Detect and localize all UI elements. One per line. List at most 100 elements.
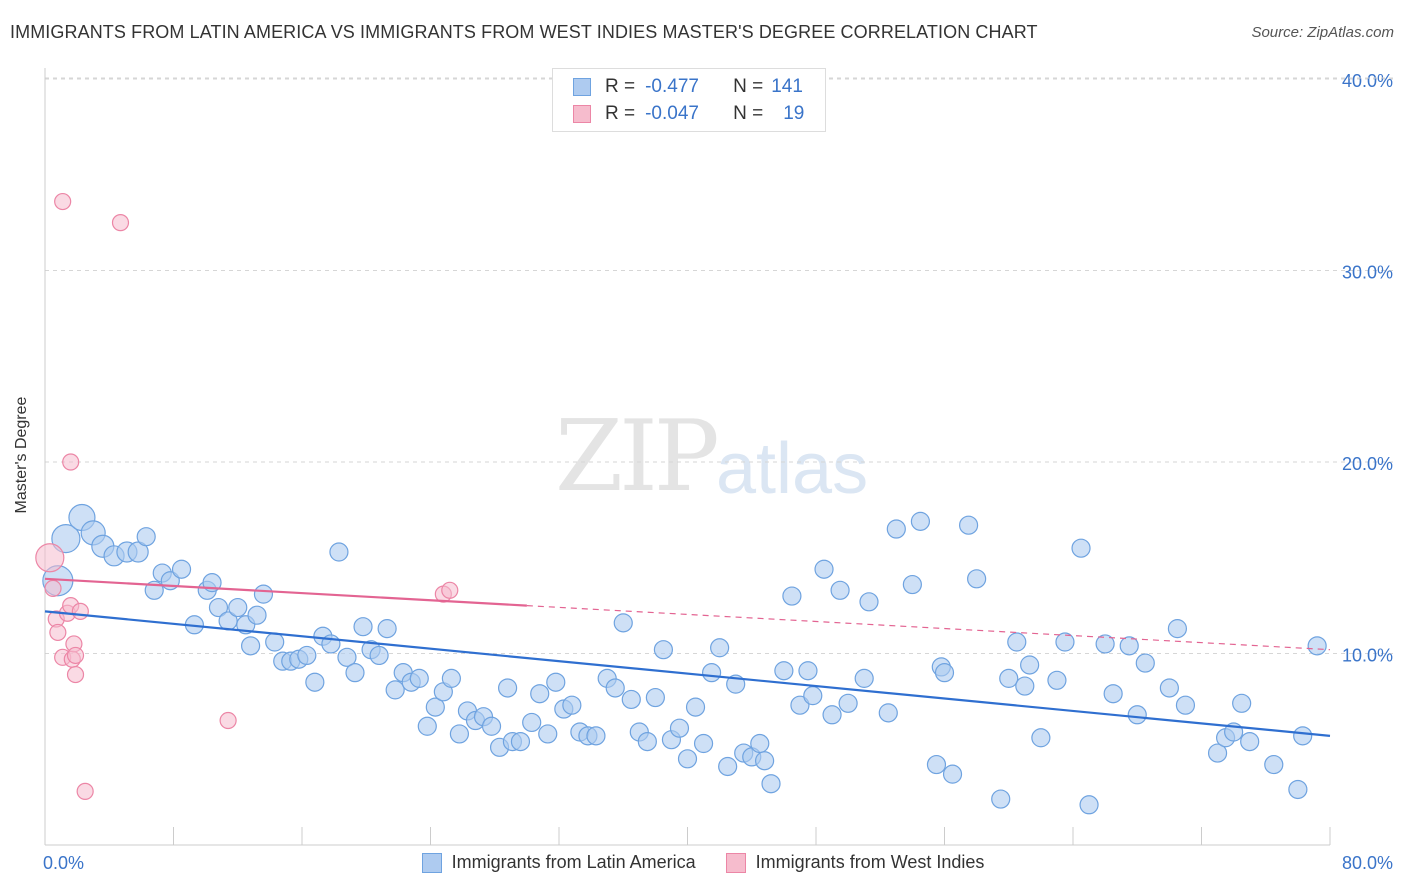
- point-west-indies: [62, 453, 80, 471]
- point-latin-america: [127, 541, 149, 563]
- legend-label-west-indies: Immigrants from West Indies: [755, 852, 985, 872]
- point-latin-america: [653, 640, 674, 660]
- point-latin-america: [685, 697, 706, 717]
- point-latin-america: [241, 636, 261, 656]
- source-label: Source: ZipAtlas.com: [1251, 24, 1394, 41]
- point-latin-america: [1015, 676, 1035, 696]
- point-latin-america: [859, 592, 879, 612]
- point-latin-america: [1307, 636, 1327, 656]
- pink-r-value: -0.047: [645, 103, 699, 124]
- r-label: R =: [605, 103, 636, 124]
- point-latin-america: [228, 597, 248, 618]
- point-west-indies: [49, 623, 67, 642]
- point-latin-america: [345, 663, 365, 683]
- point-west-indies: [441, 581, 459, 599]
- point-west-indies: [219, 711, 237, 730]
- chart-title: IMMIGRANTS FROM LATIN AMERICA VS IMMIGRA…: [10, 22, 1038, 42]
- trendline-west-indies: [44, 577, 527, 607]
- r-label: R =: [605, 76, 636, 97]
- n-label: N =: [733, 103, 764, 124]
- point-latin-america: [1079, 795, 1099, 815]
- point-latin-america: [999, 668, 1019, 688]
- point-latin-america: [605, 678, 625, 698]
- point-latin-america: [1175, 695, 1196, 715]
- point-latin-america: [750, 733, 770, 754]
- point-latin-america: [798, 661, 818, 681]
- pink-swatch: [573, 105, 591, 123]
- point-latin-america: [409, 668, 429, 688]
- point-latin-america: [51, 523, 81, 554]
- point-latin-america: [1007, 632, 1027, 652]
- point-latin-america: [1103, 684, 1123, 704]
- point-latin-america: [621, 689, 641, 710]
- point-latin-america: [1288, 779, 1308, 800]
- stats-legend: R = -0.477 N = 141 R = -0.047 N = 19: [552, 68, 826, 132]
- point-latin-america: [838, 693, 858, 713]
- point-latin-america: [718, 756, 738, 777]
- point-latin-america: [782, 586, 802, 606]
- point-latin-america: [498, 678, 518, 698]
- point-latin-america: [645, 687, 665, 708]
- point-latin-america: [1207, 743, 1228, 763]
- point-latin-america: [522, 712, 542, 733]
- point-latin-america: [613, 613, 633, 633]
- point-latin-america: [425, 697, 445, 717]
- point-west-indies: [44, 579, 62, 597]
- point-latin-america: [1159, 678, 1179, 698]
- pink-n-value: 19: [783, 103, 805, 124]
- x-tick-label: 80.0%: [1342, 853, 1393, 873]
- point-latin-america: [253, 584, 274, 604]
- point-latin-america: [546, 672, 566, 692]
- blue-swatch: [573, 78, 591, 96]
- point-west-indies: [35, 543, 65, 573]
- point-latin-america: [247, 605, 267, 625]
- point-latin-america: [958, 515, 979, 535]
- point-west-indies: [76, 782, 94, 800]
- point-latin-america: [886, 519, 906, 539]
- point-west-indies: [66, 665, 85, 684]
- point-latin-america: [1055, 632, 1075, 652]
- y-tick-label: 20.0%: [1342, 454, 1393, 474]
- point-latin-america: [208, 597, 229, 618]
- blue-n-value: 141: [771, 76, 803, 97]
- point-latin-america: [481, 716, 502, 736]
- point-west-indies: [66, 646, 85, 665]
- point-latin-america: [337, 647, 357, 667]
- point-west-indies: [71, 602, 89, 620]
- y-tick-label: 40.0%: [1342, 71, 1393, 91]
- point-latin-america: [710, 638, 730, 658]
- trendline-latin-america: [44, 610, 1331, 737]
- legend-item-latin-america: Immigrants from Latin America: [421, 852, 696, 873]
- point-latin-america: [790, 695, 810, 715]
- point-latin-america: [1167, 619, 1188, 639]
- point-latin-america: [1232, 693, 1252, 713]
- point-latin-america: [967, 569, 987, 589]
- point-latin-america: [385, 680, 405, 700]
- point-latin-america: [814, 559, 834, 579]
- point-latin-america: [926, 754, 947, 775]
- point-latin-america: [1127, 705, 1147, 725]
- point-west-indies: [111, 214, 130, 232]
- point-latin-america: [1135, 653, 1155, 673]
- point-latin-america: [530, 684, 550, 704]
- y-tick-label: 10.0%: [1342, 646, 1393, 666]
- point-latin-america: [1293, 726, 1313, 746]
- point-latin-america: [934, 663, 955, 683]
- point-latin-america: [910, 511, 931, 531]
- point-latin-america: [1071, 538, 1091, 558]
- point-latin-america: [171, 559, 192, 579]
- point-latin-america: [353, 617, 373, 637]
- point-latin-america: [1020, 655, 1040, 675]
- point-latin-america: [449, 724, 470, 744]
- point-latin-america: [669, 718, 690, 738]
- point-latin-america: [991, 789, 1011, 809]
- point-latin-america: [377, 619, 397, 639]
- legend-item-west-indies: Immigrants from West Indies: [725, 852, 985, 873]
- stats-row-blue: R = -0.477 N = 141: [573, 75, 803, 99]
- point-latin-america: [1031, 728, 1051, 748]
- point-latin-america: [369, 645, 389, 666]
- point-latin-america: [1047, 670, 1067, 690]
- point-latin-america: [1095, 634, 1115, 654]
- point-latin-america: [1240, 731, 1260, 752]
- legend-swatch-blue: [421, 852, 442, 873]
